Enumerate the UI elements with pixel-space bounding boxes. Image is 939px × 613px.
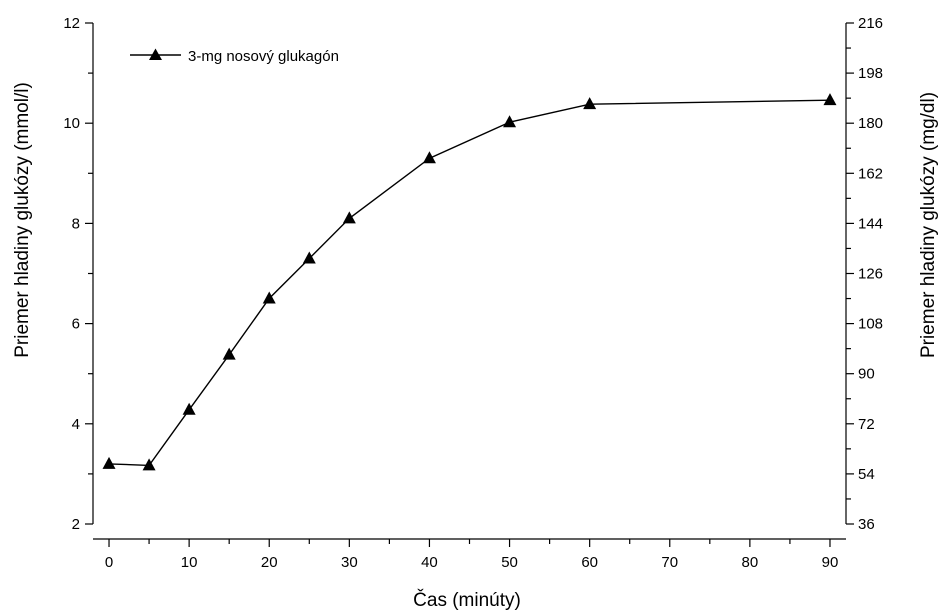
- x-tick-label: 60: [581, 554, 598, 571]
- y2-axis-title: Priemer hladiny glukózy (mg/dl): [918, 92, 939, 358]
- series-line: [108, 99, 831, 467]
- y2-tick-label: 126: [858, 266, 883, 283]
- legend-triangle-marker: [149, 48, 162, 60]
- x-tick-label: 30: [341, 554, 358, 571]
- y-axis-title: Priemer hladiny glukózy (mmol/l): [12, 82, 33, 358]
- x-tick-label: 10: [181, 554, 198, 571]
- data-point-triangle: [262, 291, 276, 304]
- data-point-triangle: [142, 458, 156, 471]
- ticks: 2 4 6 8 10 12 36 54 72 90 108 126 144 162 180 198 216 0 10…: [63, 15, 883, 571]
- y-tick-label: 12: [63, 15, 80, 32]
- y-tick-label: 10: [63, 115, 80, 132]
- x-tick-label: 50: [501, 554, 518, 571]
- x-tick-label: 0: [105, 554, 113, 571]
- y2-tick-label: 162: [858, 165, 883, 182]
- series-layer: [102, 93, 837, 471]
- y-tick-label: 6: [72, 316, 80, 333]
- data-point-triangle: [102, 456, 116, 469]
- data-point-triangle: [583, 97, 597, 110]
- axes: [92, 23, 847, 540]
- x-tick-label: 90: [822, 554, 839, 571]
- data-point-triangle: [222, 347, 236, 360]
- y2-tick-label: 198: [858, 65, 883, 82]
- x-axis-title: Čas (minúty): [413, 589, 521, 611]
- data-point-triangle: [823, 93, 837, 106]
- y2-tick-label: 108: [858, 316, 883, 333]
- x-tick-label: 70: [661, 554, 678, 571]
- data-point-triangle: [302, 251, 316, 264]
- y-tick-label: 4: [72, 416, 80, 433]
- x-tick-label: 40: [421, 554, 438, 571]
- data-point-triangle: [182, 402, 196, 415]
- y2-tick-label: 72: [858, 416, 875, 433]
- data-point-triangle: [503, 115, 517, 128]
- y2-tick-label: 144: [858, 215, 883, 232]
- x-tick-label: 80: [742, 554, 759, 571]
- y-tick-label: 8: [72, 215, 80, 232]
- y2-tick-label: 54: [858, 466, 875, 483]
- data-point-triangle: [422, 151, 436, 164]
- y2-tick-label: 216: [858, 15, 883, 32]
- x-tick-label: 20: [261, 554, 278, 571]
- y2-tick-label: 36: [858, 516, 875, 533]
- y2-tick-label: 180: [858, 115, 883, 132]
- y2-tick-label: 90: [858, 366, 875, 383]
- legend-label: 3-mg nosový glukagón: [188, 48, 339, 65]
- legend: 3-mg nosový glukagón: [130, 48, 339, 65]
- data-point-triangle: [342, 211, 356, 224]
- y-tick-label: 2: [72, 516, 80, 533]
